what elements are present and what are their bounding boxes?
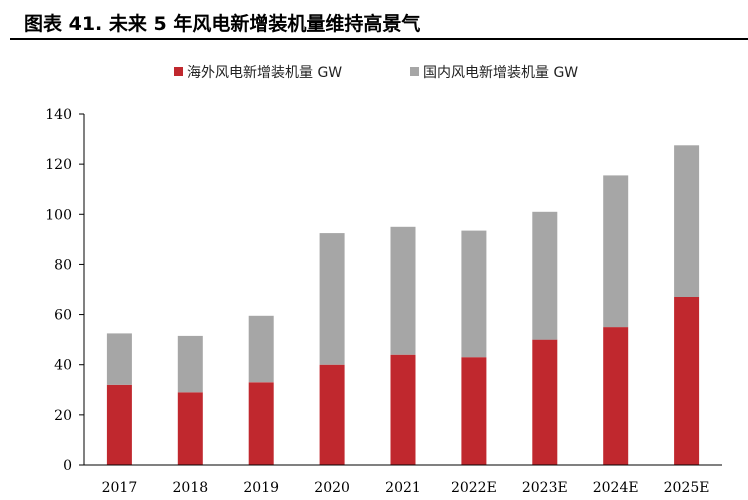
bar-domestic-2020 <box>319 233 345 365</box>
legend-label-overseas: 海外风电新增装机量 GW <box>187 65 342 81</box>
bar-domestic-2018 <box>177 335 203 393</box>
bar-overseas-2022E <box>461 357 487 465</box>
bar-overseas-2020 <box>319 364 345 465</box>
bar-overseas-2025E <box>674 297 700 465</box>
y-tick-label: 100 <box>45 207 72 223</box>
x-tick-label-2018: 2018 <box>173 480 209 496</box>
y-tick-label: 40 <box>54 358 72 374</box>
bar-overseas-2018 <box>177 392 203 465</box>
y-tick-label: 140 <box>45 107 72 123</box>
bar-overseas-2019 <box>248 382 274 465</box>
x-tick-label-2022E: 2022E <box>451 480 497 496</box>
bar-overseas-2021 <box>390 354 416 465</box>
y-tick-label: 20 <box>54 408 72 424</box>
x-tick-label-2024E: 2024E <box>593 480 639 496</box>
bar-overseas-2023E <box>532 339 558 465</box>
legend-swatch-domestic <box>410 67 419 76</box>
x-tick-label-2021: 2021 <box>385 480 421 496</box>
x-tick-label-2017: 2017 <box>102 480 138 496</box>
chart-legend: 海外风电新增装机量 GW 国内风电新增装机量 GW <box>174 65 578 81</box>
x-tick-label-2019: 2019 <box>243 480 279 496</box>
figure-title: 图表 41. 未来 5 年风电新增装机量维持高景气 <box>24 13 421 35</box>
bars-group <box>106 145 700 465</box>
bar-domestic-2017 <box>106 333 132 385</box>
legend-label-domestic: 国内风电新增装机量 GW <box>423 65 578 81</box>
bar-domestic-2019 <box>248 315 274 383</box>
y-axis: 0 20 40 60 80 100 120 140 <box>45 107 85 474</box>
bar-domestic-2024E <box>603 175 629 328</box>
y-tick-label: 120 <box>45 157 72 173</box>
bar-domestic-2025E <box>674 145 700 297</box>
bar-overseas-2017 <box>106 384 132 465</box>
x-tick-label-2023E: 2023E <box>522 480 568 496</box>
x-tick-label-2025E: 2025E <box>664 480 710 496</box>
bar-domestic-2022E <box>461 230 487 358</box>
y-tick-label: 60 <box>54 308 72 324</box>
bar-domestic-2021 <box>390 226 416 355</box>
y-tick-label: 0 <box>63 458 72 474</box>
bar-overseas-2024E <box>603 327 629 465</box>
legend-swatch-overseas <box>174 67 183 76</box>
x-axis: 2017 2018 2019 2020 2021 2022E 2023E 2024E 2025E <box>84 464 722 496</box>
y-tick-label: 80 <box>54 257 72 273</box>
x-tick-label-2020: 2020 <box>314 480 350 496</box>
figure-header: 图表 41. 未来 5 年风电新增装机量维持高景气 <box>10 6 748 40</box>
bar-domestic-2023E <box>532 211 558 340</box>
